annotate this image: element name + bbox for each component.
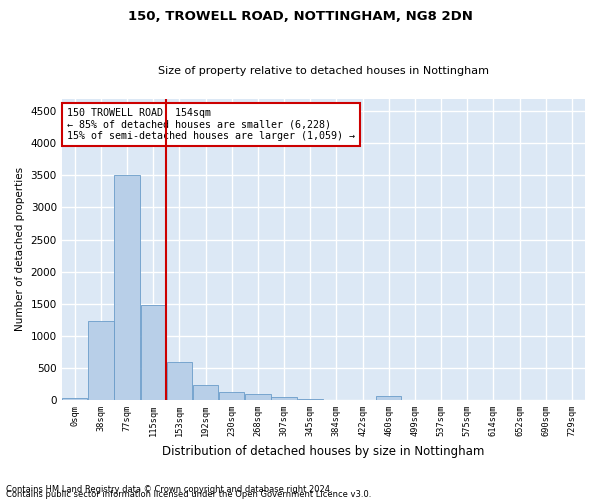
Bar: [193, 385, 218, 400]
X-axis label: Distribution of detached houses by size in Nottingham: Distribution of detached houses by size …: [162, 444, 485, 458]
Bar: [167, 362, 192, 400]
Text: 150, TROWELL ROAD, NOTTINGHAM, NG8 2DN: 150, TROWELL ROAD, NOTTINGHAM, NG8 2DN: [128, 10, 472, 23]
Text: Contains HM Land Registry data © Crown copyright and database right 2024.: Contains HM Land Registry data © Crown c…: [6, 484, 332, 494]
Y-axis label: Number of detached properties: Number of detached properties: [15, 167, 25, 331]
Bar: [271, 397, 297, 400]
Bar: [62, 398, 88, 400]
Text: 150 TROWELL ROAD: 154sqm
← 85% of detached houses are smaller (6,228)
15% of sem: 150 TROWELL ROAD: 154sqm ← 85% of detach…: [67, 108, 355, 140]
Bar: [219, 392, 244, 400]
Bar: [376, 396, 401, 400]
Bar: [140, 305, 166, 400]
Bar: [245, 394, 271, 400]
Bar: [88, 321, 113, 400]
Title: Size of property relative to detached houses in Nottingham: Size of property relative to detached ho…: [158, 66, 489, 76]
Text: Contains public sector information licensed under the Open Government Licence v3: Contains public sector information licen…: [6, 490, 371, 499]
Bar: [115, 176, 140, 400]
Bar: [298, 399, 323, 400]
